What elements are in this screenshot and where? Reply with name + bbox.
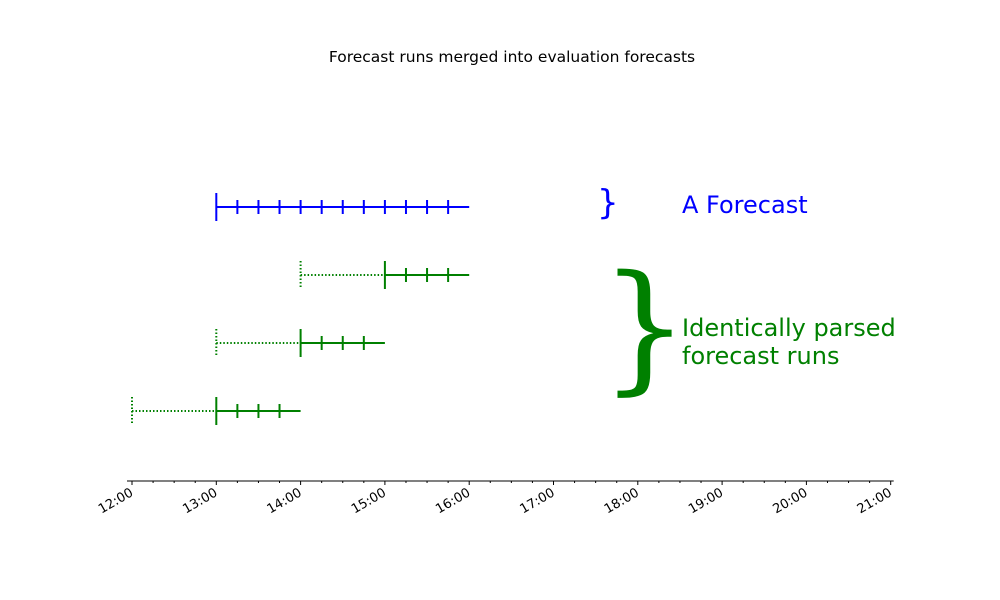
forecast-runs-label: Identically parsed forecast runs xyxy=(682,314,896,370)
x-tick-label: 17:00 xyxy=(518,485,558,517)
x-tick-label: 19:00 xyxy=(686,485,726,517)
x-tick-label: 15:00 xyxy=(349,485,389,517)
x-tick-label: 21:00 xyxy=(855,485,895,517)
forecast-runs-label-line1: Identically parsed xyxy=(682,314,896,342)
chart-title: Forecast runs merged into evaluation for… xyxy=(328,48,696,66)
forecast-runs-label-line2: forecast runs xyxy=(682,342,840,370)
runs-brace: } xyxy=(600,246,690,409)
x-tick-label: 20:00 xyxy=(770,485,810,517)
x-tick-label: 14:00 xyxy=(265,485,305,517)
x-tick-label: 12:00 xyxy=(96,485,136,517)
evaluation-brace: } xyxy=(597,183,619,223)
x-tick-label: 16:00 xyxy=(433,485,473,517)
x-tick-label: 13:00 xyxy=(180,485,220,517)
x-tick-label: 18:00 xyxy=(602,485,642,517)
evaluation-forecast-label: A Forecast xyxy=(682,191,808,219)
